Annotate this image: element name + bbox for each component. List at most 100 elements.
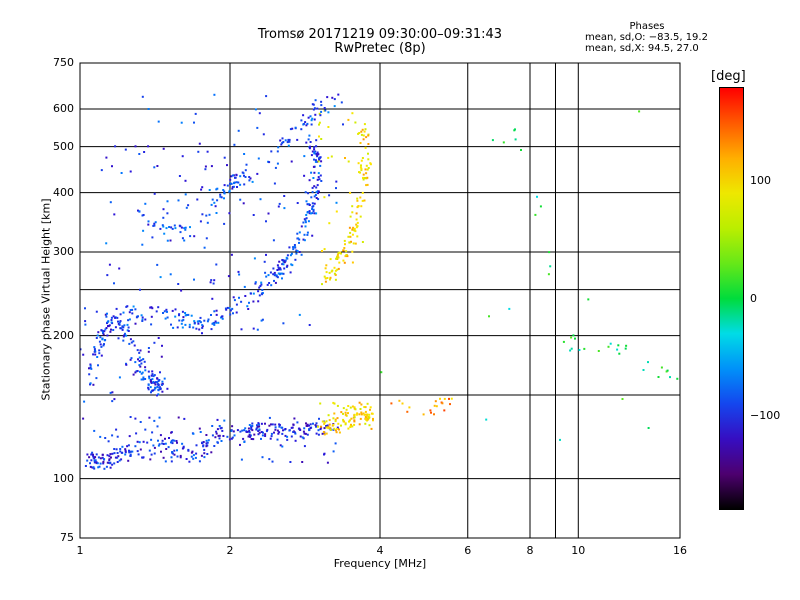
data-point (153, 388, 156, 391)
data-point (251, 180, 254, 183)
data-point (281, 445, 284, 448)
data-point (422, 413, 425, 416)
data-point (119, 320, 122, 323)
data-point (338, 428, 340, 431)
data-point (359, 215, 362, 218)
data-point (248, 176, 251, 178)
data-point (99, 462, 102, 465)
data-point (241, 429, 244, 432)
data-point (284, 428, 287, 430)
data-point (248, 424, 251, 426)
data-point (264, 271, 267, 274)
data-point (324, 109, 327, 112)
data-point (344, 157, 346, 159)
data-point (138, 153, 141, 155)
data-point (231, 187, 234, 190)
data-point (233, 434, 236, 437)
data-point (150, 438, 153, 441)
data-point (148, 416, 151, 419)
data-point (152, 444, 155, 447)
data-point (325, 264, 328, 267)
data-point (103, 343, 105, 346)
data-point (290, 160, 293, 163)
data-point (156, 394, 158, 397)
data-point (286, 264, 289, 267)
data-point (103, 330, 106, 333)
data-point (219, 195, 222, 198)
data-point (168, 437, 170, 439)
data-point (170, 323, 172, 326)
data-point (439, 397, 441, 400)
data-point (307, 138, 310, 141)
data-point (325, 425, 328, 427)
data-point (360, 413, 363, 416)
data-point (157, 388, 160, 391)
data-point (187, 313, 190, 316)
data-point (276, 162, 279, 165)
data-point (281, 142, 284, 144)
data-point (256, 172, 259, 175)
data-point (108, 455, 111, 458)
data-point (126, 445, 129, 448)
data-point (253, 257, 256, 260)
data-point (281, 277, 283, 280)
data-point (276, 269, 279, 271)
data-point (198, 460, 201, 463)
data-point (276, 150, 279, 153)
data-point (266, 283, 269, 286)
data-point (202, 445, 205, 448)
data-point (449, 403, 451, 406)
data-point (176, 455, 179, 458)
data-point (162, 456, 165, 459)
y-tick-label: 600 (53, 102, 74, 116)
data-point (306, 423, 309, 426)
data-point (231, 186, 234, 188)
data-point (278, 431, 281, 434)
data-point (317, 192, 319, 195)
data-point (260, 319, 263, 322)
data-point (113, 462, 116, 465)
data-point (642, 369, 645, 371)
data-point (147, 220, 150, 223)
data-point (676, 377, 679, 380)
data-point (232, 296, 235, 299)
data-point (303, 445, 306, 448)
data-point (334, 442, 337, 445)
data-point (305, 141, 308, 144)
data-point (139, 288, 141, 291)
data-point (238, 273, 241, 276)
data-point (187, 448, 190, 451)
data-point (206, 320, 209, 323)
data-point (309, 115, 312, 118)
data-point (94, 353, 97, 356)
data-point (270, 284, 273, 287)
data-point (181, 155, 184, 158)
data-point (231, 174, 234, 177)
data-point (233, 182, 235, 185)
data-point (258, 431, 261, 434)
data-point (183, 227, 186, 230)
data-point (361, 241, 364, 243)
data-point (669, 376, 671, 379)
data-point (242, 202, 245, 205)
data-point (171, 227, 174, 230)
data-point (280, 272, 283, 275)
data-point (94, 459, 97, 462)
data-point (360, 403, 363, 406)
data-point (104, 437, 107, 439)
data-point (95, 461, 98, 464)
data-point (90, 459, 93, 462)
data-point (313, 148, 316, 151)
data-point (135, 432, 138, 435)
data-point (210, 279, 213, 282)
data-point (321, 420, 324, 423)
data-point (305, 214, 308, 216)
data-point (334, 418, 337, 421)
data-point (93, 467, 96, 470)
data-point (180, 322, 183, 325)
data-point (323, 275, 326, 278)
data-point (278, 423, 281, 426)
data-point (363, 406, 366, 408)
data-point (144, 202, 147, 205)
data-point (318, 123, 320, 126)
